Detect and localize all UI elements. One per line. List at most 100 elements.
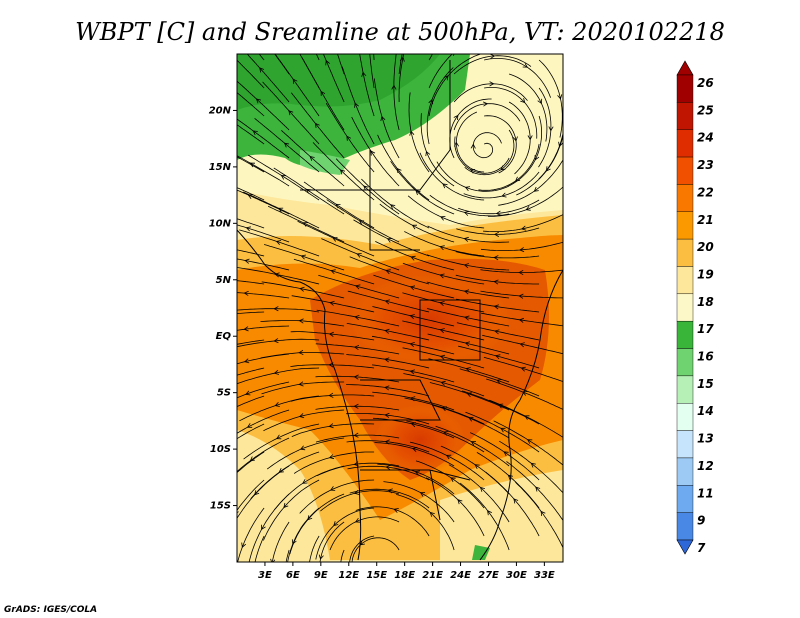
streamline-arrowhead: [465, 367, 471, 372]
streamline: [409, 441, 485, 481]
streamline: [243, 423, 320, 460]
streamline-arrowhead: [302, 479, 308, 484]
streamline-arrowhead: [419, 492, 426, 497]
streamline-arrowhead: [245, 226, 251, 232]
streamline-arrowhead: [519, 342, 525, 348]
streamline: [456, 322, 540, 341]
streamline: [237, 258, 290, 271]
streamline-arrowhead: [545, 166, 551, 172]
streamline-arrowhead: [464, 315, 470, 321]
streamline: [263, 479, 320, 541]
streamline: [459, 368, 540, 397]
streamline: [449, 98, 492, 159]
streamline: [351, 116, 400, 187]
streamline-arrowhead: [353, 432, 359, 438]
streamline: [455, 274, 540, 285]
streamline-arrowhead: [503, 451, 509, 457]
streamline: [315, 375, 400, 383]
streamline-arrowhead: [243, 326, 249, 332]
streamline: [480, 269, 563, 273]
streamline: [237, 59, 265, 89]
streamline: [393, 54, 400, 131]
streamline: [347, 465, 430, 481]
streamline: [237, 395, 265, 407]
streamline-arrowhead: [307, 515, 313, 521]
streamline: [237, 308, 320, 313]
streamline: [237, 367, 320, 385]
streamline: [258, 54, 265, 61]
streamline: [301, 57, 345, 131]
streamline-arrowhead: [328, 423, 334, 429]
streamline-arrowhead: [520, 98, 526, 104]
streamline: [237, 156, 265, 173]
streamline-arrowhead: [275, 240, 282, 245]
streamline: [263, 409, 345, 432]
streamline: [346, 354, 430, 369]
streamline: [448, 464, 510, 523]
streamline: [271, 521, 290, 562]
streamline-arrowhead: [358, 220, 365, 225]
streamline: [361, 178, 430, 229]
streamline-arrowhead: [245, 390, 251, 396]
streamline: [476, 452, 540, 509]
streamline: [353, 219, 430, 257]
streamline: [290, 92, 345, 159]
map-frame: [236, 53, 564, 563]
streamline-arrowhead: [274, 272, 280, 278]
streamline: [436, 161, 510, 192]
lat-tick-label: 15N: [209, 162, 232, 173]
streamline-arrowhead: [522, 391, 528, 396]
colorbar-top-arrow: [676, 60, 694, 76]
streamline-arrowhead: [489, 81, 495, 87]
streamline: [237, 339, 265, 345]
streamline: [383, 481, 455, 523]
streamline: [293, 258, 375, 285]
streamline: [454, 136, 510, 174]
streamline: [456, 227, 540, 235]
streamline-arrowhead: [439, 328, 445, 334]
streamline-arrowhead: [330, 269, 336, 275]
streamline: [402, 320, 485, 341]
streamline: [315, 507, 375, 560]
colorbar-label: 13: [697, 432, 714, 446]
streamline-arrowhead: [410, 255, 416, 261]
streamline: [297, 220, 375, 257]
field-17-south-patch: [472, 545, 490, 560]
streamline-arrowhead: [280, 174, 287, 180]
streamline: [239, 229, 320, 257]
streamline: [428, 54, 433, 61]
colorbar-label: 23: [697, 158, 714, 172]
streamline-arrowhead: [463, 263, 469, 269]
colorbar-label: 7: [697, 541, 706, 555]
streamline-arrowhead: [497, 403, 504, 409]
streamline-arrowhead: [557, 94, 563, 100]
lon-tick-label: 12E: [338, 570, 359, 581]
streamline: [293, 451, 375, 474]
field-16-patch: [300, 150, 350, 175]
streamline-arrowhead: [520, 225, 527, 231]
colorbar-label: 26: [697, 76, 714, 90]
streamline: [472, 132, 502, 159]
streamline-arrowhead: [354, 315, 360, 321]
streamline: [461, 390, 540, 425]
streamline: [329, 516, 400, 551]
streamline-arrowhead: [354, 102, 359, 108]
streamline: [281, 130, 345, 187]
streamline: [402, 262, 485, 285]
streamline-arrowhead: [524, 415, 530, 420]
streamline: [359, 54, 375, 117]
streamline-arrowhead: [445, 454, 452, 460]
streamline-arrowhead: [540, 510, 546, 516]
streamline: [429, 382, 510, 411]
streamline-arrowhead: [494, 354, 501, 360]
streamline-arrowhead: [463, 210, 470, 216]
streamline: [341, 66, 375, 145]
colorbar-bottom-arrow: [676, 539, 694, 555]
lon-tick-label: 24E: [450, 570, 471, 581]
streamline-arrowhead: [288, 110, 294, 116]
streamline: [426, 67, 454, 145]
streamline-arrowhead: [518, 293, 524, 299]
streamline-arrowhead: [291, 539, 297, 545]
colorbar-label: 22: [697, 185, 714, 199]
streamline-arrowhead: [479, 486, 485, 492]
